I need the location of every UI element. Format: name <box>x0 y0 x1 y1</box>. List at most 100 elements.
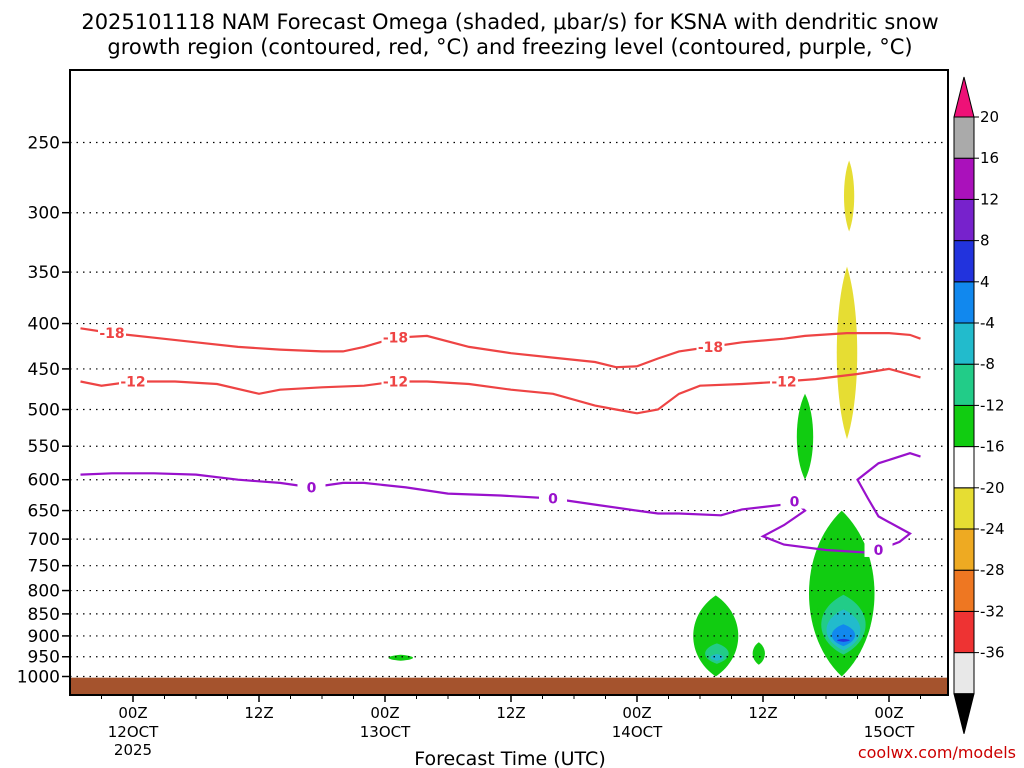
y-tick-label: 600 <box>28 471 60 491</box>
y-tick-label: 950 <box>28 648 60 668</box>
x-tick-label: 12Z <box>748 704 777 722</box>
colorbar-bin <box>953 528 975 571</box>
contour-label-bg <box>119 372 147 389</box>
contour-label-bg <box>381 372 410 389</box>
contour-label-bg <box>98 324 126 341</box>
colorbar-label: -24 <box>980 520 1005 538</box>
colorbar-bin <box>953 198 975 242</box>
contour-label--18C: -18 <box>383 331 408 347</box>
colorbar-bottom-arrow <box>953 693 975 734</box>
y-tick-label: 900 <box>28 627 60 647</box>
colorbar-label: 12 <box>980 190 999 208</box>
contour--18C <box>80 327 921 369</box>
y-tick-label: 300 <box>28 204 60 224</box>
temperature-contours: -18 -18 -18 -12 -12 -12 0 0 0 0 <box>80 324 921 559</box>
y-tick-label: 1000 <box>17 668 60 688</box>
colorbar-top-arrow <box>953 76 975 118</box>
omega-shading <box>388 160 875 677</box>
contour-label-bg <box>381 328 410 345</box>
contour-label-bg <box>696 337 725 354</box>
colorbar-bin <box>953 322 975 365</box>
contour-label--12C: -12 <box>383 375 408 391</box>
colorbar-bin <box>953 404 975 448</box>
colorbar-bin <box>953 446 975 489</box>
contour-label--18C: -18 <box>99 326 124 342</box>
colorbar-bin <box>953 281 975 324</box>
contour-label-bg <box>770 372 798 389</box>
x-tick-label: 12Z <box>496 704 525 722</box>
colorbar-label: -12 <box>980 396 1005 414</box>
x-tick-date: 14OCT <box>612 723 663 741</box>
x-tick-label: 12Z <box>244 704 273 722</box>
colorbar-bin <box>953 116 975 159</box>
colorbar-label: 8 <box>980 232 990 250</box>
colorbar-bin <box>953 240 975 283</box>
terrain-fill <box>70 677 948 695</box>
omega-region-upper-positive <box>843 160 855 232</box>
contour-label-0C: 0 <box>307 480 317 496</box>
y-tick-label: 450 <box>28 360 60 380</box>
credit-text: coolwx.com/models <box>858 743 1016 762</box>
colorbar-label: -4 <box>980 314 995 332</box>
x-tick-label: 00Z <box>874 704 903 722</box>
pressure-axis: 2503003504004505005506006507007508008509… <box>17 134 70 688</box>
y-tick-label: 250 <box>28 134 60 154</box>
omega-region-small-negative <box>752 642 765 665</box>
omega-colorbar: 20 16 12 8 4 -4 -8 -12 -16 -20 -24 -28 -32 -36 <box>953 76 1005 734</box>
colorbar-label: -8 <box>980 355 995 373</box>
x-tick-date: 15OCT <box>864 723 915 741</box>
colorbar-bin <box>953 652 975 695</box>
y-tick-label: 850 <box>28 605 60 625</box>
x-tick-date: 12OCT <box>108 723 159 741</box>
contour-label-bg <box>297 478 326 495</box>
omega-region-isolated-negative <box>388 654 414 661</box>
x-tick-label: 00Z <box>622 704 651 722</box>
contour-label-bg <box>864 540 893 557</box>
colorbar-label: -20 <box>980 479 1005 497</box>
chart-title-line-1: 2025101118 NAM Forecast Omega (shaded, μ… <box>81 10 938 34</box>
omega-region-mid-positive <box>836 266 858 440</box>
omega-core-left-negative-16 <box>710 654 724 661</box>
chart-title-line-2: growth region (contoured, red, °C) and f… <box>107 35 912 59</box>
y-tick-label: 500 <box>28 401 60 421</box>
contour-label-0C: 0 <box>548 492 558 508</box>
colorbar-label: -36 <box>980 644 1005 662</box>
x-axis-label: Forecast Time (UTC) <box>414 748 605 768</box>
contour-label-bg <box>539 489 567 506</box>
colorbar-label: 4 <box>980 273 990 291</box>
contour-label-0C: 0 <box>790 495 800 511</box>
colorbar-label: -16 <box>980 438 1005 456</box>
x-tick-date: 13OCT <box>360 723 411 741</box>
y-tick-label: 550 <box>28 437 60 457</box>
contour-label--18C: -18 <box>698 340 723 356</box>
y-tick-label: 800 <box>28 582 60 602</box>
omega-region-mid-negative <box>796 393 814 480</box>
y-tick-label: 650 <box>28 502 60 522</box>
colorbar-label: -28 <box>980 561 1005 579</box>
colorbar-bin <box>953 157 975 200</box>
x-tick-label: 00Z <box>370 704 399 722</box>
contour-label--12C: -12 <box>120 375 145 391</box>
colorbar-bin <box>953 363 975 406</box>
colorbar-label: -32 <box>980 602 1005 620</box>
colorbar-label: 20 <box>980 108 999 126</box>
colorbar-bin <box>953 487 975 530</box>
contour-label--12C: -12 <box>771 375 796 391</box>
plot-frame <box>69 69 949 696</box>
x-tick-label: 00Z <box>118 704 147 722</box>
y-tick-label: 350 <box>28 263 60 283</box>
colorbar-bin <box>953 610 975 654</box>
terrain-layer <box>70 677 948 695</box>
y-tick-label: 400 <box>28 315 60 335</box>
omega-core-left-negative-12 <box>705 643 729 664</box>
x-tick-year: 2025 <box>114 741 152 759</box>
contour-label-0C: 0 <box>874 543 884 559</box>
contour-label-bg <box>780 492 809 509</box>
colorbar-bin <box>953 569 975 612</box>
y-tick-label: 700 <box>28 530 60 550</box>
omega-core-main-negative-24 <box>837 638 850 642</box>
y-tick-label: 750 <box>28 557 60 577</box>
colorbar-label: 16 <box>980 149 999 167</box>
